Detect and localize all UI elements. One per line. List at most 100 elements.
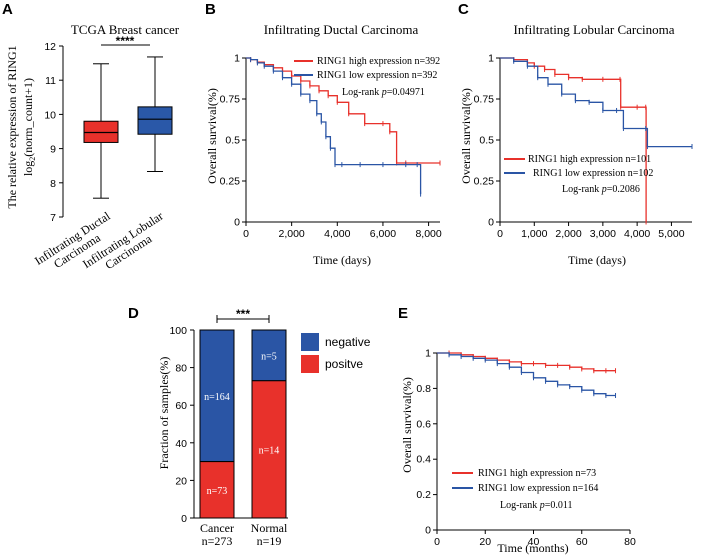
panel-b-axes: 0 0.25 0.5 0.75 1 0 2,000 4,000 6,000 8,000 (220, 53, 442, 241)
panel-e-axes: 0 0.2 0.4 0.6 0.8 1 0 20 40 60 80 (416, 348, 636, 549)
panel-e-xtick-label: 20 (479, 536, 491, 548)
panel-a-ytick-label: 7 (50, 212, 56, 224)
panel-e-curves (437, 350, 617, 398)
panel-a-ylabel-line2: log2(norm_count+1) (21, 78, 37, 176)
panel-a-y-axis: 7 8 9 10 11 12 (44, 41, 64, 224)
panel-e-legend: RING1 high expression n=73 RING1 low exp… (452, 468, 598, 511)
panel-e-xtick-label: 0 (434, 536, 440, 548)
panel-e-letter: E (398, 305, 408, 322)
panel-b-ytick-label: 0.5 (225, 135, 240, 147)
panel-d-negative-count: n=164 (204, 392, 230, 403)
panel-b-pvalue: Log-rank p=0.04971 (342, 87, 425, 98)
panel-c-ytick-label: 0.75 (474, 94, 495, 106)
panel-a-ytick-label: 11 (45, 75, 56, 87)
panel-b-ytick-label: 1 (234, 53, 240, 65)
panel-c-ytick-label: 0.25 (474, 176, 495, 188)
panel-b-curves (246, 57, 441, 197)
panel-a-significance: **** (116, 34, 135, 48)
panel-d-category-label: Normal (251, 521, 288, 535)
panel-d-ytick-label: 60 (175, 400, 187, 412)
panel-d-ytick-label: 100 (169, 325, 187, 337)
panel-d-bar-positive (199, 461, 235, 519)
panel-a-box (83, 120, 119, 143)
panel-d-letter: D (128, 305, 139, 322)
panel-b: B Infiltrating Ductal Carcinoma Overall … (205, 1, 442, 267)
panel-e-legend-low: RING1 low expression n=164 (478, 483, 598, 494)
panel-d: D Fraction of samples(%) 0 20 40 60 80 100 n=… (128, 305, 371, 548)
panel-c-letter: C (458, 1, 469, 18)
panel-d-bar-positive (251, 380, 287, 519)
panel-b-ytick-label: 0.75 (220, 94, 241, 106)
panel-b-xtick-label: 2,000 (279, 228, 305, 240)
panel-d-positive-count: n=73 (207, 486, 228, 497)
panel-e-xtick-label: 80 (624, 536, 636, 548)
panel-a-ylabel-line1: The relative expression of RING1 (5, 45, 19, 208)
panel-c-curves (500, 57, 693, 225)
panel-d-category-n: n=19 (257, 534, 282, 548)
panel-e: E Overall survival(%) Time (months) 0 0.2… (398, 305, 636, 555)
panel-d-positive-count: n=14 (259, 445, 280, 456)
panel-b-legend-low: RING1 low expression n=392 (317, 70, 437, 81)
panel-d-ytick-label: 40 (175, 438, 187, 450)
panel-d-legend-negative: negative (325, 335, 371, 349)
panel-c-ytick-label: 0 (488, 217, 494, 229)
panel-c-xtick-label: 2,000 (555, 228, 581, 240)
panel-c-ytick-label: 1 (488, 53, 494, 65)
panel-c-ytick-label: 0.5 (479, 135, 494, 147)
panel-d-legend-positive: positve (325, 357, 363, 371)
panel-a-letter: A (2, 1, 13, 18)
panel-c-ylabel: Overall survival(%) (459, 88, 473, 184)
panel-d-category-label: Cancer (200, 521, 234, 535)
panel-a-boxes (83, 56, 173, 199)
panel-a-ytick-label: 10 (44, 109, 56, 121)
panel-d-ytick-label: 20 (175, 475, 187, 487)
panel-e-ytick-label: 0 (425, 525, 431, 537)
panel-a-ytick-label: 12 (44, 41, 56, 53)
panel-b-xtick-label: 4,000 (324, 228, 350, 240)
panel-c-legend-high: RING1 high expression n=101 (528, 154, 651, 165)
panel-c-xtick-label: 1,000 (521, 228, 547, 240)
panel-a-ytick-label: 9 (50, 144, 56, 156)
panel-e-ytick-label: 0.2 (416, 489, 431, 501)
panel-c-legend: RING1 high expression n=101 RING1 low ex… (504, 154, 653, 195)
panel-a-title: TCGA Breast cancer (71, 22, 180, 37)
panel-b-xtick-label: 8,000 (415, 228, 441, 240)
panel-c-axes: 0 0.25 0.5 0.75 1 0 1,000 2,000 3,000 4,000 5,000 (474, 53, 692, 240)
panel-b-ylabel: Overall survival(%) (205, 88, 219, 184)
panel-a-box (137, 106, 173, 135)
panel-b-xtick-label: 6,000 (370, 228, 396, 240)
panel-a: A TCGA Breast cancer The relative expres… (2, 1, 180, 272)
panel-e-xtick-label: 60 (576, 536, 588, 548)
panel-d-ylabel: Fraction of samples(%) (157, 357, 171, 470)
panel-c-xtick-label: 3,000 (590, 228, 616, 240)
panel-d-legend: negative positve (301, 333, 371, 373)
panel-e-xtick-label: 40 (528, 536, 540, 548)
panel-e-legend-high: RING1 high expression n=73 (478, 468, 596, 479)
panel-d-category-n: n=273 (202, 534, 233, 548)
panel-c-title: Infiltrating Lobular Carcinoma (513, 22, 674, 37)
panel-d-legend-positive-swatch (301, 355, 319, 373)
panel-b-title: Infiltrating Ductal Carcinoma (264, 22, 419, 37)
panel-e-ytick-label: 0.6 (416, 418, 431, 430)
panel-c-xtick-label: 4,000 (624, 228, 650, 240)
panel-e-pvalue: Log-rank p=0.011 (500, 500, 573, 511)
panel-b-ytick-label: 0.25 (220, 176, 241, 188)
panel-b-legend: RING1 high expression n=392 RING1 low ex… (294, 56, 440, 98)
panel-c: C Infiltrating Lobular Carcinoma Overall… (458, 1, 693, 267)
panel-c-xlabel: Time (days) (568, 253, 626, 267)
panel-d-bar-negative (251, 329, 287, 382)
panel-d-ytick-label: 80 (175, 363, 187, 375)
panel-e-curve-high (437, 352, 616, 372)
panel-c-xtick-label: 5,000 (658, 228, 684, 240)
panel-d-significance: *** (236, 307, 250, 321)
panel-e-curve-low (437, 352, 616, 397)
panel-d-ytick-label: 0 (181, 513, 187, 525)
panel-b-xlabel: Time (days) (313, 253, 371, 267)
panel-e-xlabel: Time (months) (497, 541, 568, 555)
panel-b-letter: B (205, 1, 216, 18)
panel-d-negative-count: n=5 (261, 351, 277, 362)
panel-e-ylabel: Overall survival(%) (400, 377, 414, 473)
panel-c-legend-low: RING1 low expression n=102 (533, 168, 653, 179)
panel-b-ytick-label: 0 (234, 217, 240, 229)
